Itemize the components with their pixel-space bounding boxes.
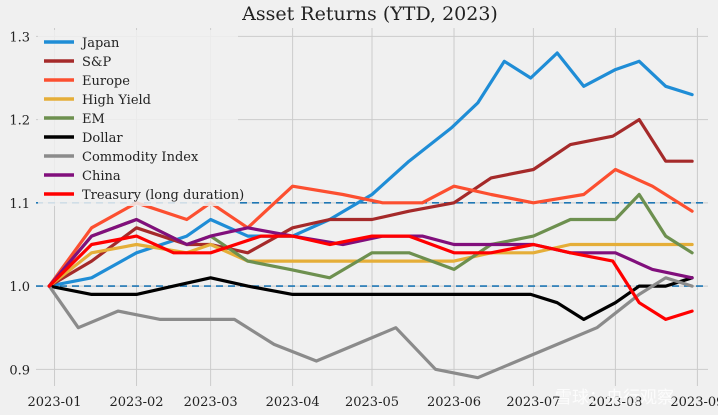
y-axis-ticks: 0.9 1.0 1.1 1.2 1.3 (9, 30, 30, 378)
x-tick-label: 2023-05 (345, 395, 399, 410)
series-line-treasury-long-duration (47, 234, 694, 321)
legend-box (38, 30, 238, 206)
x-tick-label: 2023-03 (184, 395, 238, 410)
legend-label: Dollar (82, 131, 123, 146)
series-line-commodity-index (47, 276, 694, 380)
legend-label: Europe (82, 74, 130, 89)
y-tick-label: 1.1 (9, 197, 30, 212)
watermark: 雪球：央行观察 (555, 388, 674, 408)
legend-label: China (82, 169, 121, 184)
legend-label: High Yield (82, 93, 151, 108)
x-tick-label: 2023-06 (427, 395, 481, 410)
x-axis-ticks: 2023-01 2023-02 2023-03 2023-04 2023-05 2023-… (28, 395, 718, 410)
y-tick-label: 1.2 (9, 114, 30, 129)
legend-label: S&P (82, 55, 111, 70)
series-line-europe (47, 167, 694, 288)
y-tick-label: 0.9 (9, 363, 30, 378)
x-tick-label: 2023-08 (588, 395, 642, 410)
series-line-japan (47, 51, 694, 288)
x-tick-label: 2023-01 (28, 395, 82, 410)
y-tick-label: 1.0 (9, 280, 30, 295)
series-layer (47, 51, 694, 380)
series-line-dollar (47, 276, 694, 321)
legend-label: Japan (80, 36, 120, 51)
y-tick-label: 1.3 (9, 30, 30, 45)
legend-label: EM (82, 112, 105, 127)
legend: Japan S&P Europe High Yield EM Dollar Commodit… (38, 30, 244, 206)
legend-label: Treasury (long duration) (82, 188, 244, 203)
legend-label: Commodity Index (82, 150, 199, 165)
chart-title: Asset Returns (YTD, 2023) (241, 3, 498, 25)
x-tick-label: 2023-02 (110, 395, 164, 410)
x-tick-label: 2023-09 (670, 395, 718, 410)
x-tick-label: 2023-04 (266, 395, 320, 410)
x-tick-label: 2023-07 (506, 395, 560, 410)
